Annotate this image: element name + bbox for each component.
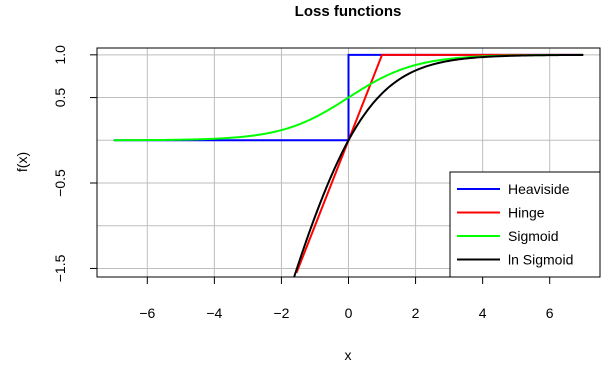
legend-items: Heaviside Hinge Sigmoid ln Sigmoid <box>457 181 573 268</box>
chart-title: Loss functions <box>295 3 402 20</box>
legend: Heaviside Hinge Sigmoid ln Sigmoid <box>449 171 601 278</box>
legend-label-heaviside: Heaviside <box>508 181 570 197</box>
legend-label-sigmoid: Sigmoid <box>508 228 559 244</box>
series-lines <box>113 53 584 277</box>
legend-label-ln-sigmoid: ln Sigmoid <box>508 252 573 268</box>
x-tick-label: −6 <box>139 305 155 321</box>
x-tick-label: 2 <box>412 305 420 321</box>
y-tick-label: −0.5 <box>52 169 68 197</box>
x-tick-label: 0 <box>345 305 353 321</box>
x-tick-label: 6 <box>546 305 554 321</box>
y-tick-label: 0.5 <box>52 88 68 108</box>
x-axis-label: x <box>345 347 352 363</box>
y-tick-label: 1.0 <box>52 45 68 65</box>
series-line-ln-sigmoid <box>293 53 584 277</box>
y-axis-label: f(x) <box>14 152 30 172</box>
x-axis: −6 −4 −2 0 2 4 6 <box>139 276 554 321</box>
x-tick-label: −2 <box>273 305 289 321</box>
x-tick-label: 4 <box>479 305 487 321</box>
x-tick-label: −4 <box>206 305 222 321</box>
y-axis: −1.5 −0.5 0.5 1.0 <box>52 45 98 282</box>
y-tick-label: −1.5 <box>52 254 68 282</box>
legend-label-hinge: Hinge <box>508 205 545 221</box>
